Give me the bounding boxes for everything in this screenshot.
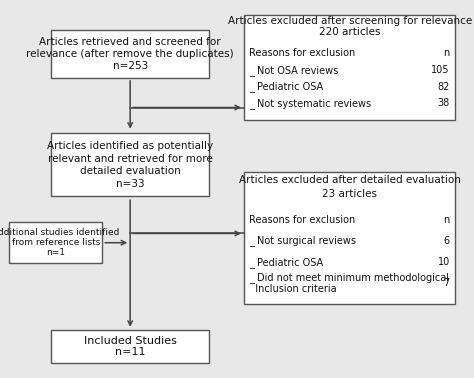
Text: Articles excluded after detailed evaluation: Articles excluded after detailed evaluat…	[239, 175, 461, 184]
Bar	[244, 172, 456, 304]
Bar	[51, 133, 209, 197]
Text: Articles retrieved and screened for: Articles retrieved and screened for	[39, 37, 221, 47]
Text: Reasons for exclusion: Reasons for exclusion	[248, 48, 355, 59]
Text: detailed evaluation: detailed evaluation	[80, 166, 181, 176]
Text: Reasons for exclusion: Reasons for exclusion	[248, 215, 355, 225]
Text: 6: 6	[444, 236, 450, 246]
Text: _ Pediatric OSA: _ Pediatric OSA	[248, 257, 323, 268]
Text: n: n	[444, 215, 450, 225]
Text: relevant and retrieved for more: relevant and retrieved for more	[48, 153, 212, 164]
Text: n: n	[444, 48, 450, 59]
Text: _ Did not meet minimum methodological
  Inclusion criteria: _ Did not meet minimum methodological In…	[248, 272, 448, 294]
Text: relevance (after remove the duplicates): relevance (after remove the duplicates)	[27, 49, 234, 59]
Text: n=253: n=253	[112, 61, 148, 71]
Text: 220 articles: 220 articles	[319, 27, 381, 37]
Bar	[9, 222, 102, 263]
Text: _ Not systematic reviews: _ Not systematic reviews	[248, 98, 371, 109]
Text: Articles identified as potentially: Articles identified as potentially	[47, 141, 213, 151]
Text: 82: 82	[438, 82, 450, 92]
Text: n=11: n=11	[115, 347, 146, 357]
Text: _ Not surgical reviews: _ Not surgical reviews	[248, 235, 356, 246]
Text: 105: 105	[431, 65, 450, 75]
Text: from reference lists: from reference lists	[12, 238, 100, 247]
Text: Included Studies: Included Studies	[84, 336, 177, 346]
Text: 7: 7	[444, 278, 450, 288]
Text: n=33: n=33	[116, 179, 145, 189]
Text: _ Pediatric OSA: _ Pediatric OSA	[248, 81, 323, 92]
Text: 38: 38	[438, 98, 450, 108]
Text: Additional studies identified: Additional studies identified	[0, 228, 119, 237]
Text: Articles excluded after screening for relevance: Articles excluded after screening for re…	[228, 16, 472, 26]
Text: _ Not OSA reviews: _ Not OSA reviews	[248, 65, 338, 76]
Text: 10: 10	[438, 257, 450, 267]
Text: 23 articles: 23 articles	[322, 189, 377, 199]
Bar	[51, 330, 209, 363]
Bar	[51, 30, 209, 78]
Text: n=1: n=1	[46, 248, 65, 257]
Bar	[244, 15, 456, 121]
